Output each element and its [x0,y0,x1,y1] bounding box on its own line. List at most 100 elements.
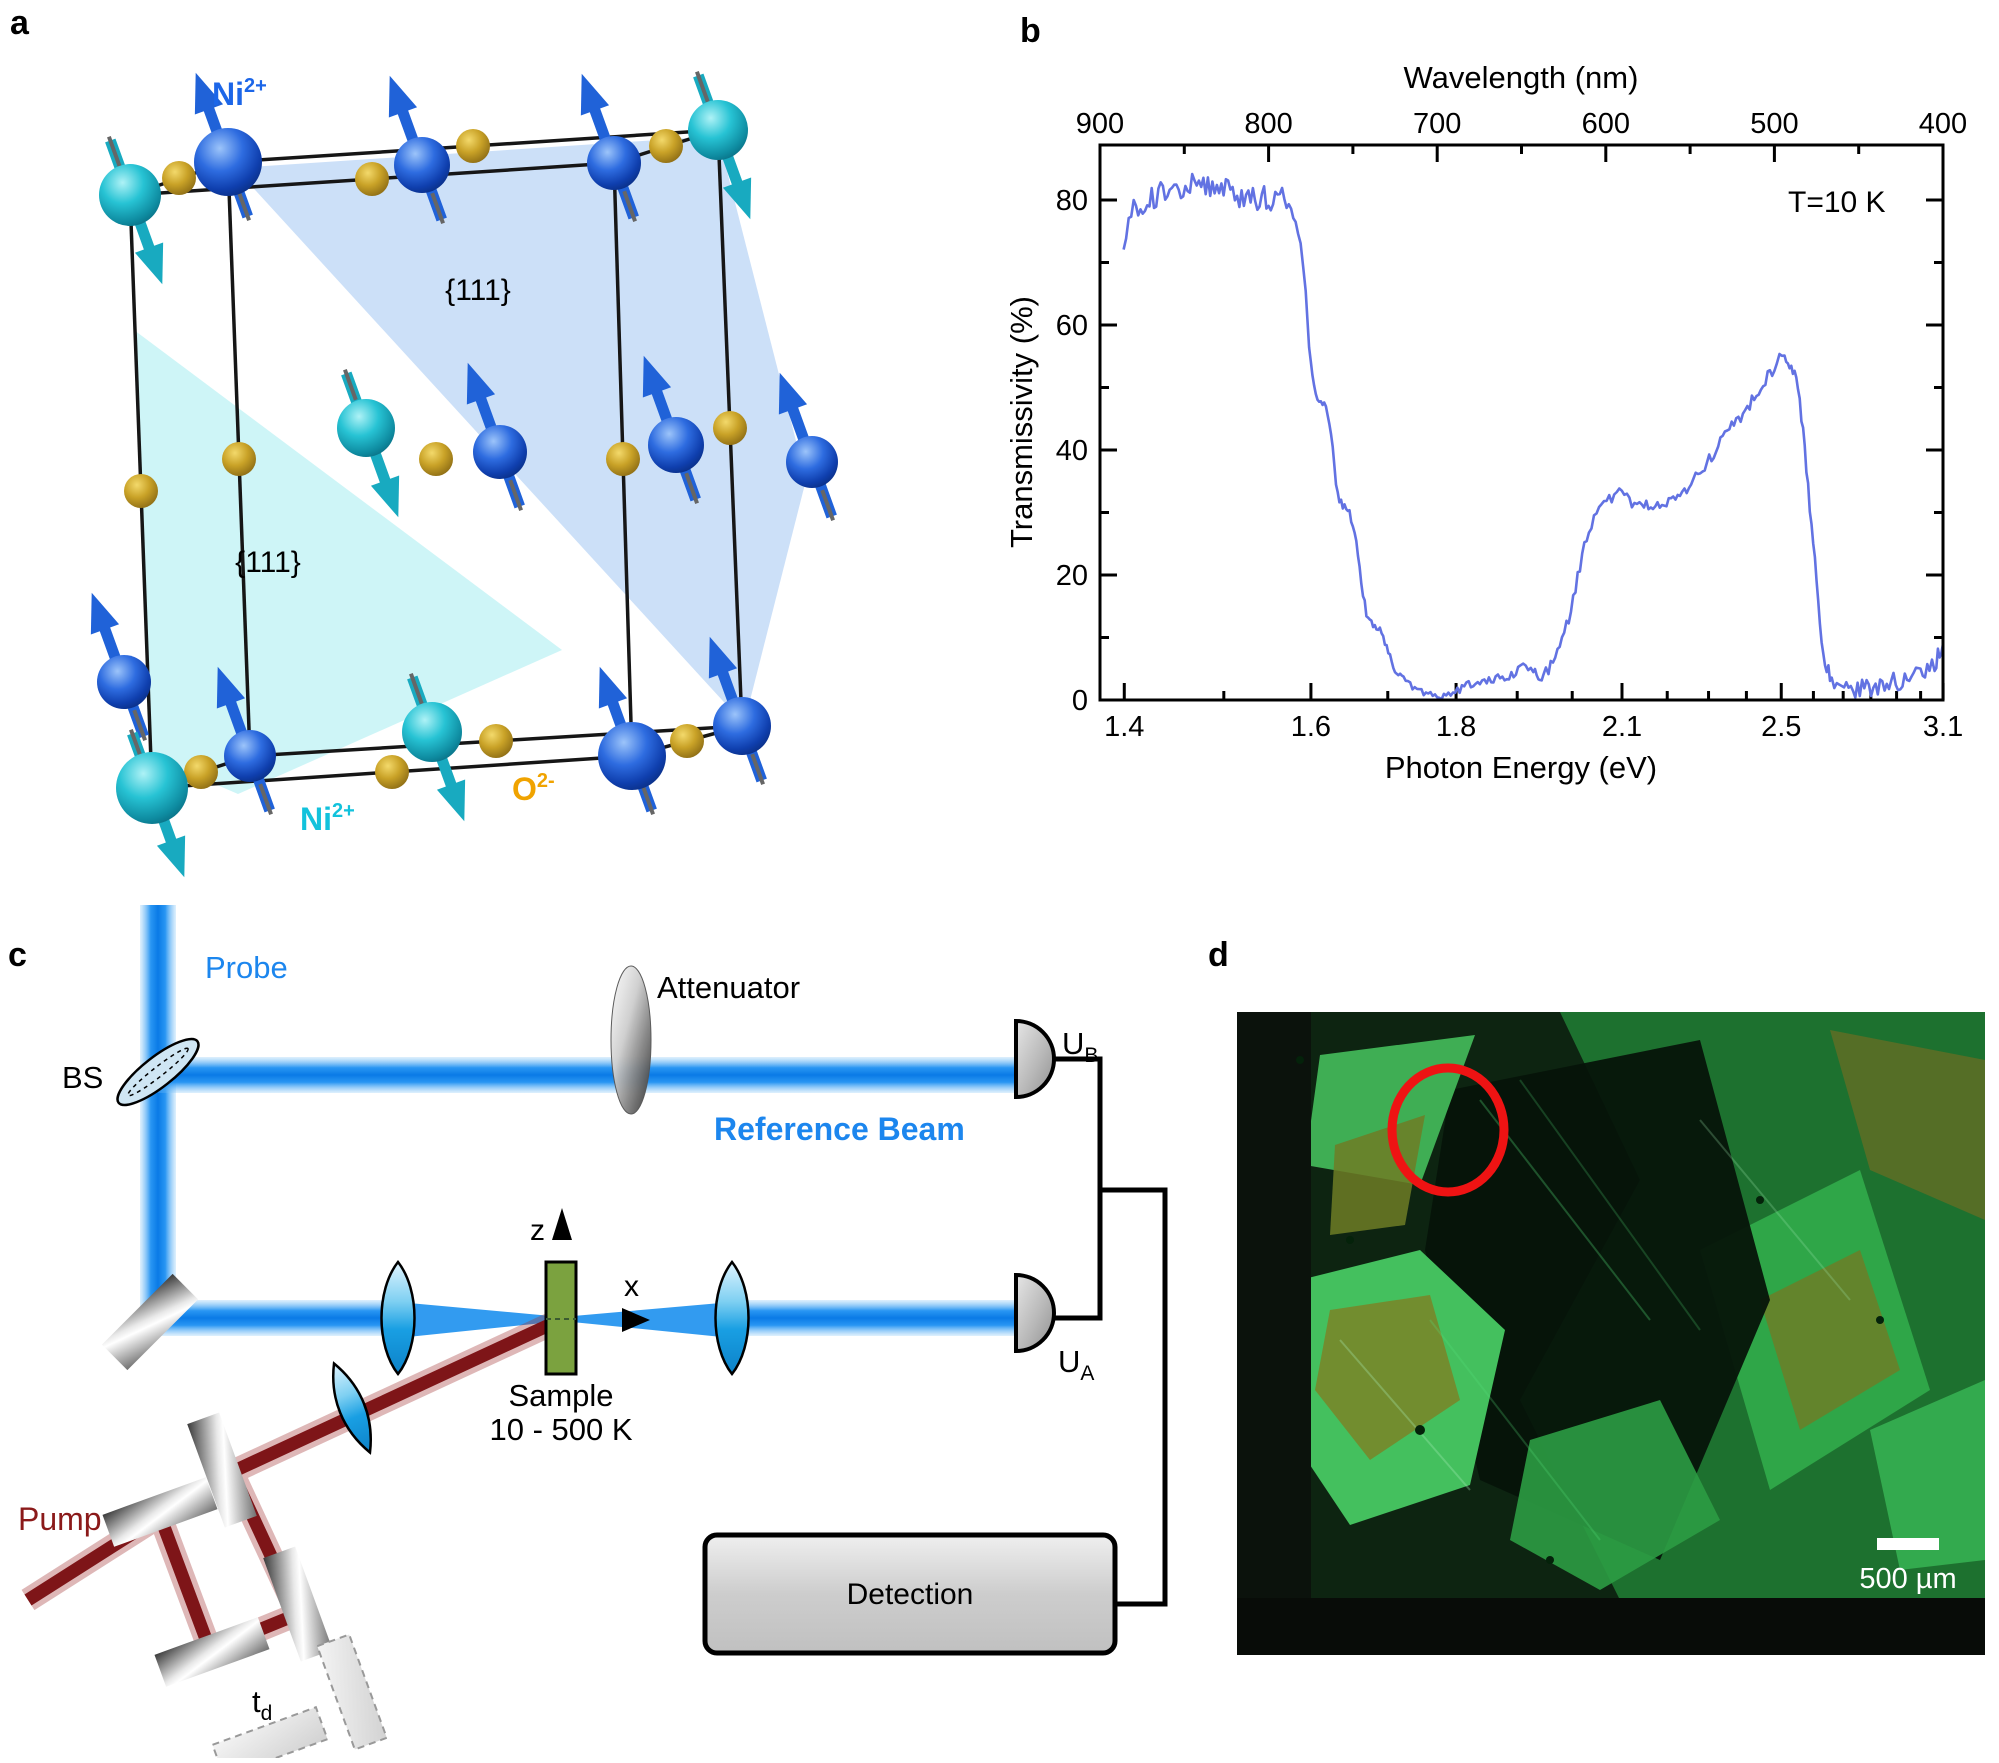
tick-label: 500 [1750,108,1798,140]
plane-label-upper: {111} [445,274,511,307]
reference-beam-label: Reference Beam [714,1111,965,1147]
scale-bar-label: 500 µm [1859,1563,1956,1595]
delay-label: td [252,1684,272,1725]
oxygen-atom [419,442,453,476]
panel-c-letter: c [8,936,27,974]
delay-mirror-bottom-left [154,1617,270,1687]
ni-spin-up-atom [598,666,666,815]
oxygen-atom [649,129,683,163]
z-axis-arrow [552,1208,572,1240]
probe-beam-focusing [398,1302,562,1338]
ni-spin-up-atom [216,666,276,815]
ni-spin-down-atom [99,136,164,285]
plane-111-upper [235,136,806,724]
oxygen-atom [222,442,256,476]
z-axis-label: z [530,1214,545,1247]
micrograph-image [1237,1012,1985,1655]
detector-wires [1052,1056,1103,1321]
tick-label: 0 [1072,685,1088,717]
ni-spin-down-atom [402,673,466,822]
panel-d-letter: d [1208,936,1229,974]
delay-mirror-top-right [187,1412,257,1528]
bottom-axis-title: Photon Energy (eV) [1385,750,1657,785]
spin-down-arrow [134,242,164,285]
spin-up-arrow [466,362,496,405]
oxygen-atom [375,755,409,789]
tick-label: 2.5 [1761,711,1801,743]
ni-spin-down-atom [688,71,752,220]
y-axis-title: Transmissivity (%) [1004,296,1039,548]
panel-optical-setup: c [8,905,1168,1763]
label-ni-up: Ni2+ [212,75,267,112]
ni-spin-up-atom [778,372,838,521]
delay-mirror-ghost-right [315,1633,389,1751]
oxygen-atom [670,724,704,758]
photodetector-a [1014,1272,1056,1354]
signal-wire [1100,1187,1168,1607]
tick-label: 60 [1056,310,1088,342]
ni-spin-up-atom [388,75,450,224]
spin-up-arrow [388,75,418,118]
tick-label: 80 [1056,185,1088,217]
beamsplitter [116,1037,200,1107]
top-axis-title: Wavelength (nm) [1404,60,1639,95]
spin-down-arrow [722,177,752,220]
label-ni-down: Ni2+ [300,800,355,837]
delay-mirror-bottom-right [263,1546,333,1662]
delay-mirror-top-left [102,1477,218,1547]
ni-spin-up-atom [708,636,771,785]
panel-micrograph: d 500 µm [1208,936,1985,1655]
tick-label: 3.1 [1923,711,1963,743]
spin-up-arrow [708,636,738,679]
tick-label: 20 [1056,560,1088,592]
oxygen-atom [606,442,640,476]
marker-circle [1387,1063,1509,1197]
panel-spectrum-chart: b Wavelength (nm) Photon Energy (eV) Tra… [1004,12,1967,785]
lens-after-sample [714,1259,750,1377]
spin-up-arrow [216,666,246,709]
oxygen-atom [184,755,218,789]
label-oxygen: O2- [512,770,555,807]
ni-spin-up-atom [194,72,262,221]
ni-spin-up-atom [642,355,704,504]
probe-beam-vertical [140,905,176,1325]
spin-up-arrow [642,355,672,398]
oxygen-atom [456,129,490,163]
oxygen-atom [713,411,747,445]
tick-label: 700 [1413,108,1461,140]
tick-label: 2.1 [1602,711,1642,743]
tick-label: 400 [1919,108,1967,140]
sample-label: Sample [508,1378,613,1413]
detection-label: Detection [847,1578,974,1611]
pump-lens [332,1361,372,1455]
plot-frame [1098,143,1945,702]
spin-up-arrow [90,592,120,635]
probe-beam-to-detector [732,1300,1016,1336]
ni-spin-up-atom [466,362,527,511]
lens-before-sample [380,1259,416,1377]
atoms-group [90,71,838,878]
detector-a-label: UA [1058,1344,1094,1385]
tick-label: 600 [1582,108,1630,140]
oxygen-atom [124,474,158,508]
panel-b-letter: b [1020,12,1041,50]
ni-spin-up-atom [580,73,641,222]
photodetector-b [1014,1018,1056,1100]
panel-crystal-structure: a {111} {111} Ni2+ Ni2+ O2- [10,4,838,878]
x-axis-label: x [624,1270,639,1303]
tick-label: 900 [1076,108,1124,140]
probe-label: Probe [205,950,288,985]
spin-up-arrow [778,372,808,415]
ni-spin-up-atom [90,592,151,741]
temperature-annotation: T=10 K [1788,186,1886,219]
tick-label: 1.6 [1291,711,1331,743]
detection-box [702,1532,1118,1656]
beamsplitter-label: BS [62,1060,103,1095]
ni-spin-down-atom [116,729,188,878]
tick-label: 40 [1056,435,1088,467]
tick-label: 800 [1244,108,1292,140]
transmissivity-curve [1122,172,1943,700]
x-axis-arrow [622,1308,650,1332]
scale-bar [1877,1538,1939,1550]
